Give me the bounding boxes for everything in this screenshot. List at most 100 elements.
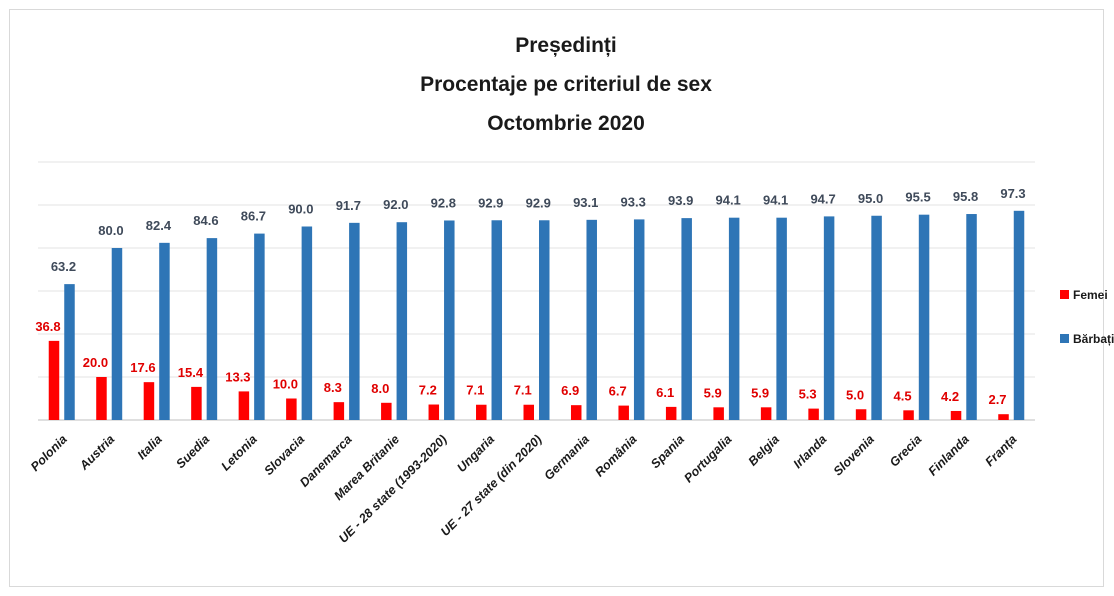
bar-femei bbox=[998, 414, 1009, 420]
bar-femei bbox=[713, 407, 724, 420]
bar-barbati bbox=[681, 218, 692, 420]
value-label-femei: 8.3 bbox=[324, 380, 342, 395]
value-label-femei: 4.5 bbox=[894, 388, 912, 403]
bar-femei bbox=[950, 410, 962, 420]
bar-barbati bbox=[444, 220, 455, 420]
chart-title: Președinți Procentaje pe criteriul de se… bbox=[420, 34, 712, 135]
x-tick-label: Slovenia bbox=[831, 432, 877, 478]
value-label-barbati: 95.0 bbox=[858, 191, 883, 206]
value-label-barbati: 94.1 bbox=[763, 193, 788, 208]
bar-femei bbox=[570, 405, 582, 420]
value-label-barbati: 80.0 bbox=[98, 223, 123, 238]
x-tick-label: Austria bbox=[76, 432, 117, 473]
x-tick-label: UE - 27 state (din 2020) bbox=[438, 432, 545, 539]
value-label-barbati: 84.6 bbox=[193, 213, 218, 228]
value-label-femei: 8.0 bbox=[371, 381, 389, 396]
x-tick-label: România bbox=[592, 432, 639, 479]
x-tick-label: Finlanda bbox=[926, 432, 972, 478]
bar-barbati bbox=[159, 242, 170, 420]
bar-barbati bbox=[396, 222, 408, 420]
bar-barbati bbox=[539, 220, 550, 420]
value-label-barbati: 93.3 bbox=[621, 194, 646, 209]
x-tick-label: Slovacia bbox=[261, 432, 307, 478]
value-label-barbati: 95.5 bbox=[905, 190, 930, 205]
bar-femei bbox=[808, 408, 819, 420]
value-label-barbati: 94.1 bbox=[715, 193, 740, 208]
bar-barbati bbox=[206, 238, 218, 420]
value-label-barbati: 82.4 bbox=[146, 218, 172, 233]
bars bbox=[48, 210, 1025, 420]
x-tick-label: Italia bbox=[135, 432, 165, 462]
bar-femei bbox=[618, 405, 629, 420]
value-label-barbati: 91.7 bbox=[336, 198, 361, 213]
x-tick-label: Grecia bbox=[887, 432, 924, 469]
x-tick-label: Suedia bbox=[173, 432, 212, 471]
x-tick-label: Irlanda bbox=[791, 432, 830, 471]
bar-femei bbox=[333, 402, 345, 420]
x-tick-label: Ungaria bbox=[454, 432, 497, 475]
value-label-femei: 5.3 bbox=[799, 387, 817, 402]
bar-barbati bbox=[1013, 210, 1025, 420]
value-label-barbati: 86.7 bbox=[241, 209, 266, 224]
value-label-femei: 6.9 bbox=[561, 383, 579, 398]
x-tick-label: Letonia bbox=[218, 432, 259, 473]
value-label-barbati: 92.0 bbox=[383, 197, 408, 212]
value-label-femei: 17.6 bbox=[130, 360, 155, 375]
bar-femei bbox=[523, 404, 534, 420]
value-label-femei: 36.8 bbox=[35, 319, 60, 334]
value-label-femei: 15.4 bbox=[178, 365, 204, 380]
legend: Femei Bărbați bbox=[1060, 288, 1114, 346]
value-label-femei: 7.1 bbox=[514, 383, 532, 398]
chart-title-line-2: Procentaje pe criteriul de sex bbox=[420, 73, 712, 96]
bar-barbati bbox=[966, 214, 977, 420]
value-label-femei: 7.2 bbox=[419, 383, 437, 398]
bar-femei bbox=[903, 410, 914, 420]
bar-barbati bbox=[871, 215, 882, 420]
value-label-femei: 6.1 bbox=[656, 385, 674, 400]
legend-label-femei: Femei bbox=[1073, 288, 1108, 302]
x-tick-label: Franța bbox=[982, 432, 1019, 469]
bar-femei bbox=[428, 404, 440, 420]
bar-femei bbox=[665, 406, 677, 420]
value-label-barbati: 63.2 bbox=[51, 259, 76, 274]
bar-femei bbox=[855, 409, 867, 420]
value-label-femei: 2.7 bbox=[988, 392, 1006, 407]
chart-frame bbox=[9, 9, 1104, 587]
x-tick-label: Spania bbox=[648, 432, 687, 471]
bar-femei bbox=[286, 398, 297, 420]
value-label-femei: 20.0 bbox=[83, 355, 108, 370]
value-label-barbati: 92.9 bbox=[526, 195, 551, 210]
value-label-barbati: 92.9 bbox=[478, 195, 503, 210]
value-label-femei: 4.2 bbox=[941, 389, 959, 404]
bar-barbati bbox=[491, 220, 503, 420]
value-label-barbati: 95.8 bbox=[953, 189, 978, 204]
value-label-femei: 7.1 bbox=[466, 383, 484, 398]
bar-barbati bbox=[349, 222, 360, 420]
bar-femei bbox=[381, 402, 392, 420]
chart-title-line-1: Președinți bbox=[515, 34, 617, 57]
legend-label-barbati: Bărbați bbox=[1073, 332, 1114, 346]
chart-title-line-3: Octombrie 2020 bbox=[487, 112, 645, 135]
bar-barbati bbox=[633, 219, 645, 420]
bar-barbati bbox=[254, 233, 265, 420]
bar-barbati bbox=[111, 248, 123, 420]
value-label-barbati: 92.8 bbox=[431, 195, 456, 210]
value-label-femei: 10.0 bbox=[273, 377, 298, 392]
bar-barbati bbox=[823, 216, 835, 420]
bar-barbati bbox=[776, 217, 787, 420]
value-label-femei: 5.9 bbox=[751, 385, 769, 400]
bar-barbati bbox=[918, 214, 930, 420]
value-label-barbati: 93.1 bbox=[573, 195, 598, 210]
x-tick-label: Germania bbox=[541, 432, 592, 483]
bar-femei bbox=[191, 386, 202, 420]
value-label-barbati: 90.0 bbox=[288, 202, 313, 217]
bar-femei bbox=[238, 391, 250, 420]
bar-barbati bbox=[301, 226, 313, 420]
legend-swatch-femei bbox=[1060, 290, 1069, 299]
value-labels: 36.8 63.2 20.0 80.0 17.6 82.4 15.4 84.6 13.3 86.7… bbox=[35, 186, 1025, 407]
value-label-femei: 5.9 bbox=[704, 385, 722, 400]
bar-femei bbox=[96, 377, 107, 420]
bar-barbati bbox=[728, 217, 740, 420]
x-axis-tick-labels: Polonia Austria Italia Suedia Letonia Slovaci… bbox=[28, 432, 1019, 546]
